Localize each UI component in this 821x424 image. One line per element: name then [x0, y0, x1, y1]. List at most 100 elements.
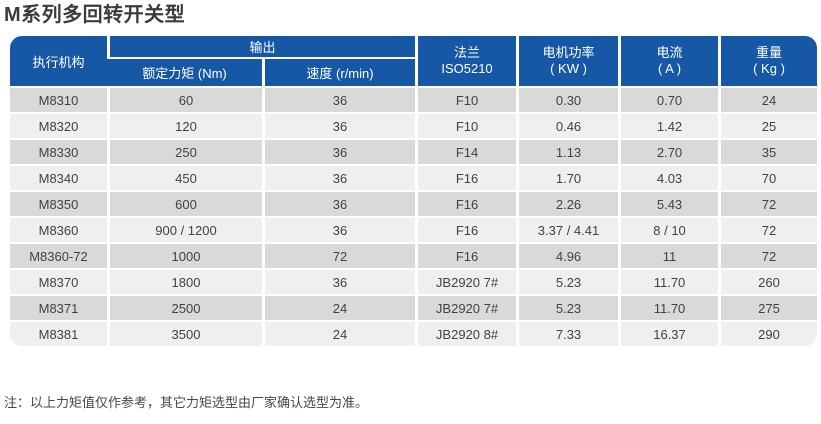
table-row: M8371 2500 24 JB2920 7# 5.23 11.70 275: [10, 294, 817, 320]
table-row: M8381 3500 24 JB2920 8# 7.33 16.37 290: [10, 320, 817, 346]
value-cell: F10: [415, 86, 517, 112]
value-cell: 36: [262, 216, 416, 242]
value-cell: 290: [718, 320, 817, 346]
col-header-flange-line2: ISO5210: [441, 61, 493, 76]
actuator-cell: M8371: [10, 294, 107, 320]
table-row: M8360 900 / 1200 36 F16 3.37 / 4.41 8 / 10 72: [10, 216, 817, 242]
value-cell: 35: [718, 138, 817, 164]
col-header-weight-line2: ( Kg ): [753, 61, 785, 76]
value-cell: 36: [262, 112, 416, 138]
value-cell: 60: [107, 86, 262, 112]
table-row: M8320 120 36 F10 0.46 1.42 25: [10, 112, 817, 138]
value-cell: 4.96: [516, 242, 619, 268]
col-header-rated-torque: 额定力矩 (Nm): [107, 59, 262, 86]
value-cell: 24: [262, 294, 416, 320]
value-cell: F16: [415, 242, 517, 268]
col-header-motor-power-line2: ( KW ): [550, 61, 587, 76]
value-cell: 1000: [107, 242, 262, 268]
col-header-flange: 法兰 ISO5210: [415, 36, 517, 86]
value-cell: 450: [107, 164, 262, 190]
page: M系列多回转开关型 执行机构 输出 法兰 ISO5210 电机功率 ( KW ): [0, 3, 821, 411]
value-cell: 2.70: [618, 138, 719, 164]
value-cell: 72: [718, 190, 817, 216]
value-cell: 1.13: [516, 138, 619, 164]
value-cell: 72: [262, 242, 416, 268]
value-cell: 5.23: [516, 294, 619, 320]
value-cell: 0.70: [618, 86, 719, 112]
value-cell: 250: [107, 138, 262, 164]
col-header-flange-line1: 法兰: [454, 45, 481, 60]
actuator-cell: M8330: [10, 138, 107, 164]
actuator-cell: M8360: [10, 216, 107, 242]
header-row-group: 执行机构 输出 法兰 ISO5210 电机功率 ( KW ) 电流 ( A ): [10, 36, 817, 86]
value-cell: 70: [718, 164, 817, 190]
value-cell: 36: [262, 268, 416, 294]
value-cell: 0.30: [516, 86, 619, 112]
actuator-cell: M8370: [10, 268, 107, 294]
value-cell: 900 / 1200: [107, 216, 262, 242]
value-cell: F14: [415, 138, 517, 164]
value-cell: 4.03: [618, 164, 719, 190]
value-cell: 36: [262, 190, 416, 216]
value-cell: 24: [262, 320, 416, 346]
actuator-cell: M8350: [10, 190, 107, 216]
table-row: M8370 1800 36 JB2920 7# 5.23 11.70 260: [10, 268, 817, 294]
table-header: 执行机构 输出 法兰 ISO5210 电机功率 ( KW ) 电流 ( A ): [10, 36, 817, 86]
value-cell: 16.37: [618, 320, 719, 346]
col-header-weight-line1: 重量: [756, 45, 783, 60]
value-cell: 120: [107, 112, 262, 138]
value-cell: 275: [718, 294, 817, 320]
spec-table-grid: 执行机构 输出 法兰 ISO5210 电机功率 ( KW ) 电流 ( A ): [10, 36, 817, 346]
value-cell: 36: [262, 138, 416, 164]
actuator-cell: M8340: [10, 164, 107, 190]
value-cell: 5.23: [516, 268, 619, 294]
col-header-weight: 重量 ( Kg ): [718, 36, 817, 86]
col-header-motor-power: 电机功率 ( KW ): [516, 36, 619, 86]
value-cell: 3500: [107, 320, 262, 346]
col-header-output-group: 输出: [107, 36, 416, 59]
col-header-actuator: 执行机构: [10, 36, 107, 86]
value-cell: F16: [415, 216, 517, 242]
table-row: M8340 450 36 F16 1.70 4.03 70: [10, 164, 817, 190]
actuator-cell: M8320: [10, 112, 107, 138]
value-cell: 260: [718, 268, 817, 294]
value-cell: 2500: [107, 294, 262, 320]
value-cell: JB2920 7#: [415, 268, 517, 294]
value-cell: 1.42: [618, 112, 719, 138]
actuator-cell: M8360-72: [10, 242, 107, 268]
actuator-cell: M8381: [10, 320, 107, 346]
value-cell: 72: [718, 216, 817, 242]
table-body: M8310 60 36 F10 0.30 0.70 24 M8320 120 36 F10 0.46 1…: [10, 86, 817, 346]
table-row: M8360-72 1000 72 F16 4.96 11 72: [10, 242, 817, 268]
value-cell: 11: [618, 242, 719, 268]
value-cell: 11.70: [618, 294, 719, 320]
value-cell: 5.43: [618, 190, 719, 216]
spec-table: 执行机构 输出 法兰 ISO5210 电机功率 ( KW ) 电流 ( A ): [10, 36, 817, 346]
value-cell: 72: [718, 242, 817, 268]
value-cell: 8 / 10: [618, 216, 719, 242]
value-cell: F16: [415, 164, 517, 190]
value-cell: 24: [718, 86, 817, 112]
col-header-current-line1: 电流: [656, 45, 683, 60]
table-row: M8330 250 36 F14 1.13 2.70 35: [10, 138, 817, 164]
col-header-current: 电流 ( A ): [618, 36, 719, 86]
value-cell: F10: [415, 112, 517, 138]
value-cell: JB2920 8#: [415, 320, 517, 346]
value-cell: 2.26: [516, 190, 619, 216]
value-cell: 7.33: [516, 320, 619, 346]
value-cell: JB2920 7#: [415, 294, 517, 320]
value-cell: 36: [262, 86, 416, 112]
table-row: M8310 60 36 F10 0.30 0.70 24: [10, 86, 817, 112]
value-cell: 3.37 / 4.41: [516, 216, 619, 242]
value-cell: 600: [107, 190, 262, 216]
value-cell: 25: [718, 112, 817, 138]
value-cell: 1800: [107, 268, 262, 294]
value-cell: F16: [415, 190, 517, 216]
footnote: 注：以上力矩值仅作参考，其它力矩选型由厂家确认选型为准。: [4, 395, 369, 410]
actuator-cell: M8310: [10, 86, 107, 112]
col-header-current-line2: ( A ): [657, 61, 682, 76]
col-header-speed: 速度 (r/min): [262, 59, 416, 86]
value-cell: 36: [262, 164, 416, 190]
col-header-motor-power-line1: 电机功率: [542, 45, 595, 60]
value-cell: 1.70: [516, 164, 619, 190]
